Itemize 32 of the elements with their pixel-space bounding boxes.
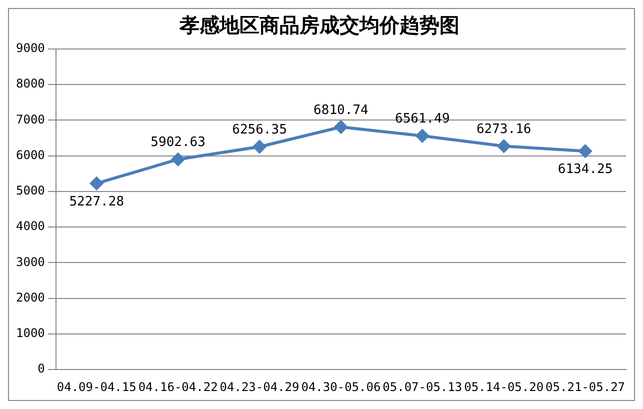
point [90,176,104,190]
y-tick-label: 1000 [16,326,45,340]
y-tick-label: 0 [38,362,45,376]
x-tick-label: 04.23-04.29 [220,380,300,394]
data-label: 6273.16 [476,122,532,138]
x-tick-label: 04.16-04.22 [138,380,218,394]
x-tick-label: 05.14-05.20 [464,380,544,394]
data-label: 6561.49 [394,112,450,127]
point [253,140,266,154]
data-label: 6810.74 [314,102,369,118]
x-tick-label: 04.09-04.15 [56,380,136,394]
y-tick-label: 9000 [16,41,45,56]
data-label: 5227.28 [69,194,124,210]
point [497,140,510,153]
data-label: 6134.25 [558,162,613,177]
data-label: 5902.63 [150,135,206,150]
point [578,144,592,158]
point [416,129,429,142]
data-label: 6256.35 [232,122,287,138]
y-tick-label: 6000 [16,148,45,162]
x-tick-label: 04.30-05.06 [301,380,381,394]
y-tick-label: 2000 [16,290,45,304]
y-tick-label: 8000 [16,76,45,91]
y-tick-label: 5000 [16,184,45,198]
x-tick-label: 05.21-05.27 [546,380,626,394]
point [334,120,348,134]
x-tick-label: 05.07-05.13 [382,380,462,394]
y-tick-label: 3000 [16,254,45,269]
y-tick-label: 7000 [16,112,45,126]
y-tick-label: 4000 [16,219,45,234]
chart-title: 孝感地区商品房成交均价趋势图 [178,13,460,38]
point [172,152,185,166]
